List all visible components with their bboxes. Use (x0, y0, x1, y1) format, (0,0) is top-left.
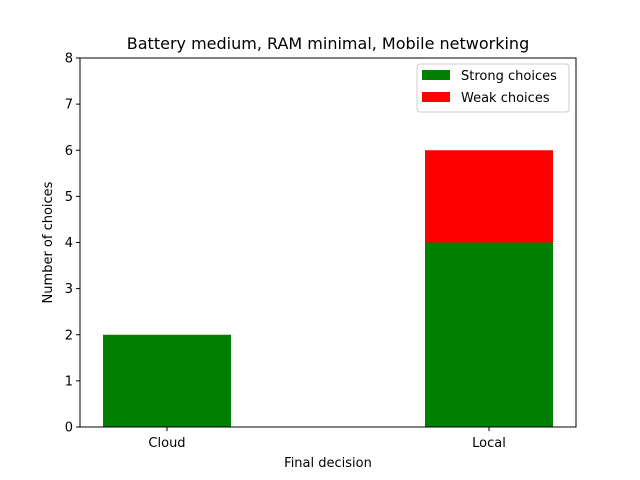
y-tick-label: 7 (65, 98, 73, 113)
y-tick-label: 3 (65, 282, 73, 297)
legend-label-weak: Weak choices (461, 91, 550, 106)
y-tick-label: 5 (65, 190, 73, 205)
y-tick-label: 8 (65, 52, 73, 67)
y-tick-label: 1 (65, 374, 73, 389)
y-tick-label: 6 (65, 144, 73, 159)
chart-title: Battery medium, RAM minimal, Mobile netw… (127, 34, 529, 53)
legend-swatch-strong (422, 70, 450, 80)
bar-local-strong (425, 242, 553, 427)
bars-layer (103, 150, 553, 427)
bar-local-weak (425, 150, 553, 243)
x-axis-label: Final decision (284, 456, 372, 471)
x-axis-ticks: Cloud Local (148, 427, 506, 451)
y-axis-ticks: 0 1 2 3 4 5 6 7 8 (65, 52, 80, 436)
x-tick-label-local: Local (472, 436, 506, 451)
x-tick-label-cloud: Cloud (148, 436, 185, 451)
legend-label-strong: Strong choices (461, 69, 557, 84)
legend-box (416, 63, 570, 113)
y-tick-label: 2 (65, 328, 73, 343)
bar-cloud-strong (103, 334, 231, 427)
legend: Strong choices Weak choices (416, 63, 570, 113)
legend-swatch-weak (422, 92, 450, 102)
y-tick-label: 0 (65, 421, 73, 436)
y-tick-label: 4 (65, 236, 73, 251)
y-axis-label: Number of choices (41, 181, 56, 303)
plot-frame (79, 57, 577, 428)
